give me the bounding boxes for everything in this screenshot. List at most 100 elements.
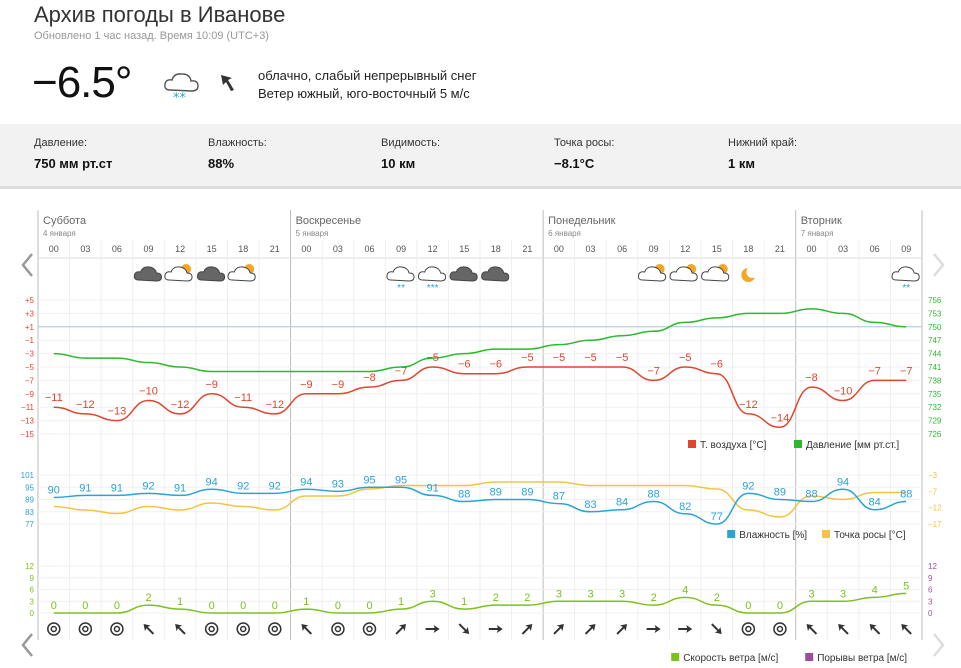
arrow-shape (584, 624, 596, 635)
cloud-shape (669, 266, 698, 282)
arrow-shape (678, 625, 693, 633)
stat-pressure: Давление: 750 мм рт.ст (34, 137, 112, 171)
calm-wind-icon (236, 622, 250, 636)
next-arrow-icon[interactable] (928, 250, 948, 280)
stat-humidity: Влажность: 88% (208, 137, 267, 171)
page-title: Архив погоды в Иванове (34, 2, 286, 27)
humidity-series-line (53, 486, 907, 525)
calm-inner (776, 625, 784, 633)
y-left-tick: 9 (30, 574, 35, 583)
wind-speed-series (53, 592, 907, 614)
snow-marks: *** (427, 283, 439, 294)
calm-inner (239, 625, 247, 633)
stat-dew-point: Точка росы: −8.1°C (554, 137, 614, 171)
legend-swatch (671, 653, 680, 661)
humidity-label: 88 (648, 489, 660, 501)
wind-direction-arrow-icon (521, 624, 533, 635)
calm-outer (110, 622, 124, 636)
humidity-label: 88 (805, 489, 817, 501)
calm-outer (331, 622, 345, 636)
y-left-tick: −11 (21, 403, 35, 412)
arrow-shape (901, 624, 912, 635)
humidity-label: 92 (237, 480, 249, 492)
hour-label: 12 (428, 244, 438, 254)
humidity-label: 77 (711, 511, 723, 523)
hour-label: 03 (585, 244, 595, 254)
wind-speed-label: 3 (840, 588, 846, 600)
y-right-tick: −17 (928, 520, 942, 529)
hour-label: 21 (270, 244, 280, 254)
temperature-label: −12 (265, 399, 284, 411)
temperature-label: −12 (739, 399, 758, 411)
hour-label: 06 (112, 244, 122, 254)
arrow-shape (711, 623, 722, 634)
arrow-shape (425, 625, 440, 633)
humidity-label: 88 (900, 489, 912, 501)
humidity-label: 84 (869, 497, 881, 509)
cloud-sun-icon (701, 264, 730, 282)
cloud-icon (449, 266, 478, 282)
hour-label: 03 (80, 244, 90, 254)
y-left-tick: +1 (25, 323, 35, 332)
wind-speed-label: 0 (51, 600, 57, 612)
prev-arrow-bottom-icon[interactable] (18, 630, 38, 660)
hour-label: 03 (838, 244, 848, 254)
wind-speed-label: 0 (335, 600, 341, 612)
prev-arrow-icon[interactable] (18, 250, 38, 280)
wind-speed-series-line (53, 592, 907, 614)
calm-wind-icon (362, 622, 377, 636)
y-left-tick: 89 (25, 496, 34, 505)
calm-wind-icon (47, 622, 61, 636)
cloud-shape (196, 266, 226, 282)
cloud-shape (386, 266, 415, 282)
humidity-label: 90 (48, 484, 60, 496)
legend-label: Порывы ветра [м/с] (817, 653, 907, 664)
humidity-label: 94 (837, 476, 849, 488)
hour-label: 21 (775, 244, 785, 254)
humidity-label: 89 (490, 487, 502, 499)
hour-label: 00 (806, 244, 816, 254)
stat-label: Давление: (34, 137, 88, 149)
wind-speed-label: 1 (398, 596, 404, 608)
hour-label: 21 (522, 244, 532, 254)
wind-speed-label: 4 (872, 584, 878, 596)
day-name: Понедельник (548, 215, 616, 227)
y-right-tick: 744 (928, 350, 942, 359)
temperature-series-line (53, 366, 907, 429)
y-left-tick: 6 (30, 586, 35, 595)
y-left-tick: −15 (20, 430, 34, 439)
stats-bar: Давление: 750 мм рт.ст Влажность: 88% Ви… (0, 124, 961, 189)
temperature-label: −5 (426, 352, 439, 364)
temperature-label: −10 (834, 386, 853, 398)
cloud-icon (481, 266, 510, 282)
cloud-sun-icon (669, 264, 698, 282)
humidity-label: 87 (553, 491, 565, 503)
legend-swatch (727, 530, 736, 538)
hour-label: 09 (649, 244, 659, 254)
temperature-label: −7 (900, 365, 913, 377)
legend-label: Влажность [%] (739, 530, 807, 541)
wind-speed-label: 0 (366, 600, 372, 612)
wind-direction-arrow-icon (646, 625, 661, 633)
humidity-label: 88 (458, 489, 470, 501)
wind-speed-label: 5 (903, 580, 909, 592)
temperature-label: −7 (647, 365, 660, 377)
wind-speed-label: 3 (556, 588, 562, 600)
calm-outer (204, 622, 219, 636)
wind-speed-label: 3 (587, 588, 593, 600)
temperature-label: −7 (395, 365, 408, 377)
calm-wind-icon (331, 622, 345, 636)
next-arrow-bottom-icon[interactable] (928, 630, 948, 660)
y-left-tick: 0 (30, 609, 35, 618)
updated-time: Обновлено 1 час назад. Время 10:09 (UTC+… (34, 30, 269, 42)
stat-label: Точка росы: (554, 137, 615, 149)
y-right-tick: 747 (928, 336, 942, 345)
arrow-shape (301, 624, 313, 635)
cloud-shape (417, 266, 447, 282)
y-right-tick: 726 (928, 430, 942, 439)
y-left-tick: 3 (30, 597, 35, 606)
cloud-shape (701, 266, 730, 282)
temperature-label: −9 (205, 379, 218, 391)
wind-direction-arrow-icon (616, 624, 628, 635)
